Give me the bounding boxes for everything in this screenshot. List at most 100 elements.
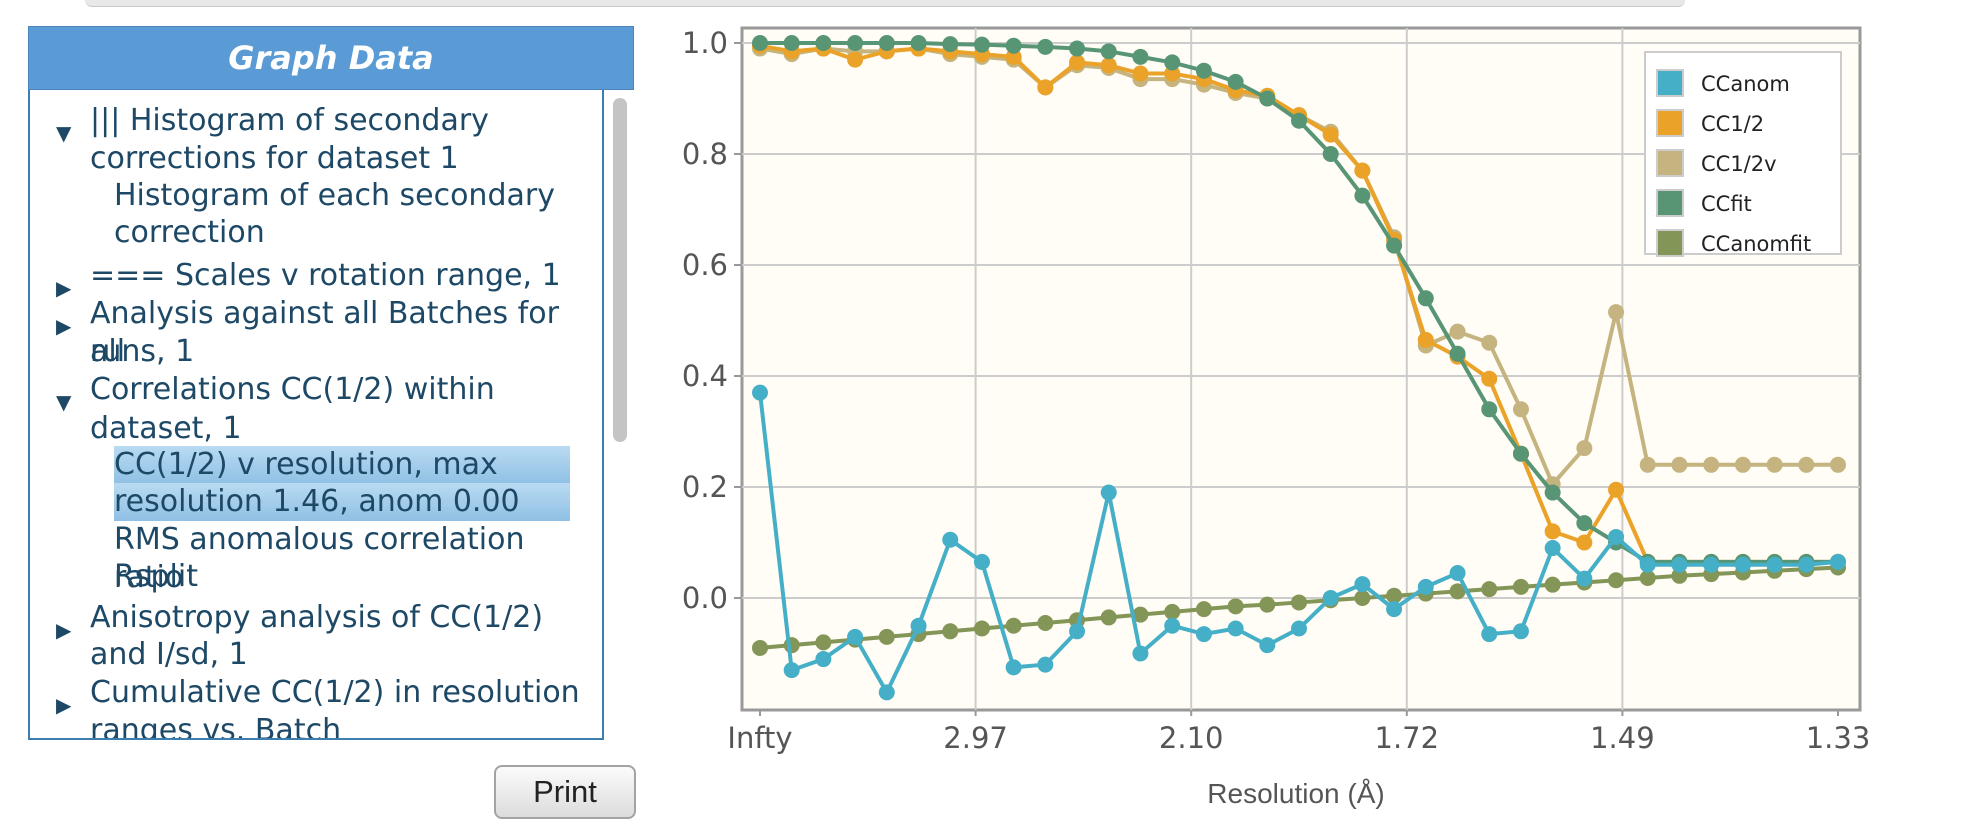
graph-tree: ▼ ||| Histogram of secondary corrections f…	[28, 90, 604, 740]
data-point	[973, 553, 990, 570]
data-point	[783, 637, 800, 654]
tree-group-row[interactable]: corrections for dataset 1	[90, 140, 459, 178]
tree-row-label: ||| Histogram of secondary	[90, 103, 489, 138]
legend-swatch	[1656, 69, 1684, 97]
expanded-arrow-icon[interactable]: ▼	[56, 121, 72, 145]
data-point	[1576, 570, 1593, 587]
tree-scrollbar[interactable]	[604, 90, 634, 740]
tree-group-row[interactable]: ▶ Anisotropy analysis of CC(1/2)	[56, 599, 543, 642]
tree-leaf-row[interactable]: CC(1/2) v resolution, max	[114, 446, 570, 484]
legend-swatch	[1656, 189, 1684, 217]
data-point	[1005, 617, 1022, 634]
tree-leaf-row[interactable]: RMS anomalous correlation ratio	[114, 521, 602, 597]
data-point	[1481, 581, 1498, 598]
tree-group-row[interactable]: and I/sd, 1	[90, 636, 248, 674]
data-point	[1703, 556, 1720, 573]
collapsed-arrow-icon[interactable]: ▶	[56, 314, 72, 338]
data-point	[847, 628, 864, 645]
tree-row-label: CC(1/2) v resolution, max	[114, 447, 498, 482]
tree-group-row[interactable]: ranges vs. Batch	[90, 712, 341, 738]
x-tick-label: 1.49	[1590, 721, 1655, 755]
tree-leaf-row[interactable]: correction	[114, 214, 265, 252]
data-point	[1069, 54, 1086, 71]
data-point	[942, 36, 959, 53]
data-point	[1608, 572, 1625, 589]
data-point	[1449, 583, 1466, 600]
y-tick-label: 0.8	[682, 137, 728, 171]
y-tick-label: 1.0	[682, 26, 728, 60]
data-point	[1354, 162, 1371, 179]
data-point	[1766, 556, 1783, 573]
x-tick-label: 1.72	[1375, 721, 1440, 755]
x-tick-label: 2.97	[943, 721, 1008, 755]
data-point	[1671, 556, 1688, 573]
data-point	[1671, 456, 1688, 473]
legend-label: CCanom	[1701, 72, 1790, 96]
y-tick-label: 0.4	[682, 359, 728, 393]
tree-group-row[interactable]: ▼ Correlations CC(1/2) within	[56, 371, 495, 414]
tree-group-row[interactable]: ▶ Analysis against all Batches for all	[56, 295, 602, 371]
tree-leaf-row[interactable]: Histogram of each secondary	[114, 177, 555, 215]
data-point	[1512, 401, 1529, 418]
data-point	[1544, 540, 1561, 557]
expanded-arrow-icon[interactable]: ▼	[56, 390, 72, 414]
tree-row-label: corrections for dataset 1	[90, 141, 459, 176]
collapsed-arrow-icon[interactable]: ▶	[56, 693, 72, 717]
x-axis-title: Resolution (Å)	[1207, 778, 1384, 809]
data-point	[1830, 553, 1846, 570]
data-point	[1291, 112, 1307, 129]
tree-group-row[interactable]: runs, 1	[90, 333, 194, 371]
scrollbar-thumb[interactable]	[613, 98, 627, 442]
panel-title: Graph Data	[28, 26, 634, 90]
data-point	[910, 35, 927, 51]
collapsed-arrow-icon[interactable]: ▶	[56, 618, 72, 642]
data-point	[1037, 656, 1054, 673]
data-point	[1100, 609, 1117, 626]
print-button[interactable]: Print	[494, 765, 636, 819]
tree-group-row[interactable]: ▼ ||| Histogram of secondary	[56, 102, 489, 145]
data-point	[1512, 623, 1529, 640]
data-point	[1100, 484, 1117, 501]
tree-group-row[interactable]: dataset, 1	[90, 410, 242, 448]
data-point	[1037, 614, 1054, 631]
data-point	[1259, 596, 1276, 613]
data-point	[1608, 304, 1625, 321]
data-point	[1639, 556, 1656, 573]
tree-row-label: resolution 1.46, anom 0.00	[114, 484, 520, 519]
tree-row-label: runs, 1	[90, 334, 195, 369]
tree-leaf-row[interactable]: Rsplit	[114, 558, 198, 596]
data-point	[1005, 48, 1022, 65]
tree-leaf-row[interactable]: resolution 1.46, anom 0.00	[114, 483, 570, 521]
y-tick-label: 0.6	[682, 248, 728, 282]
collapsed-arrow-icon[interactable]: ▶	[56, 276, 72, 300]
data-point	[1164, 65, 1181, 82]
data-point	[878, 35, 895, 51]
data-point	[1354, 576, 1371, 593]
data-point	[1227, 73, 1244, 90]
legend-label: CCanomfit	[1701, 232, 1811, 256]
y-tick-label: 0.0	[682, 581, 728, 615]
data-point	[1449, 565, 1466, 582]
data-point	[1164, 54, 1181, 71]
data-point	[1132, 606, 1149, 623]
data-point	[752, 639, 768, 656]
data-point	[1512, 445, 1529, 462]
data-point	[878, 684, 895, 701]
data-point	[1005, 37, 1022, 54]
data-point	[1227, 598, 1244, 615]
data-point	[1608, 528, 1625, 545]
data-point	[1544, 576, 1561, 593]
data-point	[1481, 401, 1498, 418]
data-point	[1608, 481, 1625, 498]
data-point	[1259, 90, 1276, 107]
data-point	[1798, 456, 1815, 473]
tree-group-row[interactable]: ▶ Cumulative CC(1/2) in resolution	[56, 674, 580, 717]
data-point	[1449, 323, 1466, 340]
data-point	[1386, 601, 1403, 618]
data-point	[1639, 456, 1656, 473]
data-point	[1386, 587, 1403, 604]
data-point	[878, 628, 895, 645]
tree-group-row[interactable]: ▶ === Scales v rotation range, 1	[56, 257, 561, 300]
data-point	[815, 651, 832, 668]
